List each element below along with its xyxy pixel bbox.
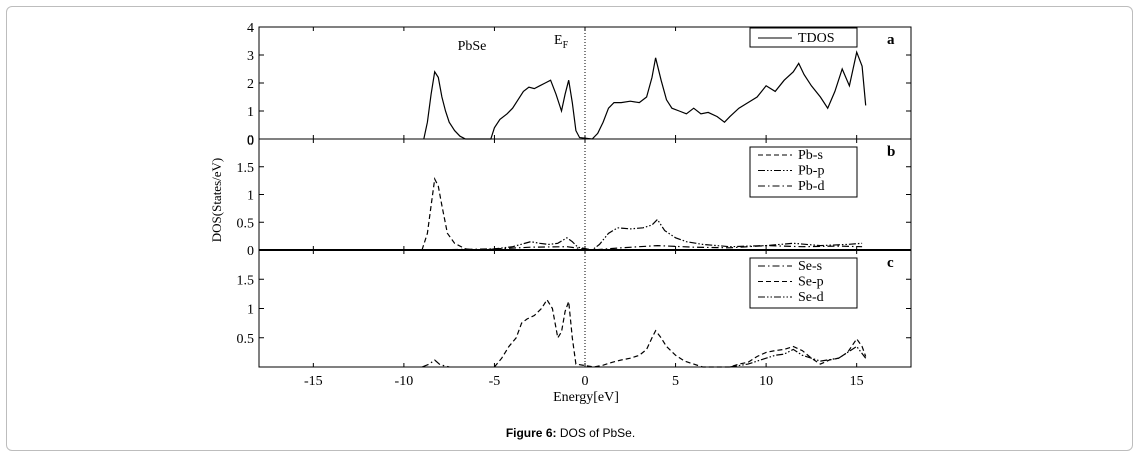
legend-label: Se-p	[798, 275, 824, 290]
series-se-d	[729, 345, 867, 368]
y-tick-label: 0	[247, 133, 254, 148]
legend-panel-b: Pb-sPb-pPb-d	[749, 146, 858, 198]
figure-caption-text: DOS of PbSe.	[556, 426, 636, 440]
legend-label: Pb-d	[798, 179, 824, 194]
y-tick-label: 0	[247, 244, 254, 259]
x-tick-label: -10	[395, 374, 414, 389]
x-axis-label: Energy[eV]	[553, 390, 619, 405]
x-tick-label: 15	[850, 374, 864, 389]
y-tick-label: 3	[247, 49, 254, 64]
legend-box	[749, 257, 858, 309]
series-se-s	[421, 359, 450, 368]
legend-box	[749, 27, 858, 48]
y-axis-label: DOS(States/eV)	[209, 158, 224, 243]
dos-chart: 0 1 2 3 4 a TDOS 0 0.5 1 1.5 0 b Pb-sPb-pPb-d 0.5 1 1.5 -…	[209, 21, 912, 405]
legend-label: Se-s	[798, 259, 822, 274]
y-tick-label: 0.5	[237, 332, 255, 347]
x-tick-label: -15	[304, 374, 323, 389]
panel-label: c	[887, 255, 894, 271]
legend-label: Pb-p	[798, 164, 824, 179]
legend-label: Se-d	[798, 290, 824, 305]
y-tick-label: 0	[247, 134, 254, 149]
series-pb-p	[476, 218, 863, 251]
x-tick-label: 5	[672, 374, 679, 389]
y-tick-label: 1.5	[237, 161, 255, 176]
series-tdos	[423, 50, 867, 140]
figure-caption-label: Figure 6:	[505, 426, 557, 440]
y-tick-label: 1	[247, 303, 254, 318]
figure-frame	[6, 6, 1133, 451]
x-tick-label: -5	[489, 374, 501, 389]
y-tick-label: 0.5	[237, 216, 255, 231]
fermi-level-annotation: EF	[554, 33, 569, 51]
panel-c: 0.5 1 1.5 -15 -10 -5 0 5 10 15 c Se-sSe-pSe-d	[237, 249, 912, 389]
chart-annotations: DOS(States/eV) Energy[eV] PbSe EF	[209, 33, 619, 405]
figure-caption: Figure 6: DOS of PbSe.	[0, 426, 1141, 440]
panel-b: 0 0.5 1 1.5 0 b Pb-sPb-pPb-d	[237, 134, 912, 259]
legend-panel-a: TDOS	[749, 27, 858, 48]
series-pb-d	[421, 244, 863, 251]
chart-panels: 0 1 2 3 4 a TDOS 0 0.5 1 1.5 0 b Pb-sPb-pPb-d 0.5 1 1.5 -…	[237, 21, 912, 389]
panel-a: 0 1 2 3 4 a TDOS	[247, 21, 912, 148]
y-tick-label: 1	[247, 189, 254, 204]
panel-label: a	[887, 32, 895, 48]
fermi-level-subscript: F	[563, 40, 569, 51]
material-annotation: PbSe	[458, 39, 487, 54]
x-tick-label: 0	[582, 374, 589, 389]
y-tick-label: 4	[247, 21, 254, 36]
fermi-level-symbol: E	[554, 33, 563, 48]
legend-label: TDOS	[798, 31, 835, 46]
x-tick-label: 10	[759, 374, 773, 389]
legend-label: Pb-s	[798, 148, 823, 163]
y-tick-label: 2	[247, 77, 254, 92]
panel-label: b	[887, 144, 895, 160]
series-se-p	[493, 298, 867, 368]
y-tick-label: 1.5	[237, 273, 255, 288]
legend-panel-c: Se-sSe-pSe-d	[749, 257, 858, 309]
y-tick-label: 1	[247, 105, 254, 120]
